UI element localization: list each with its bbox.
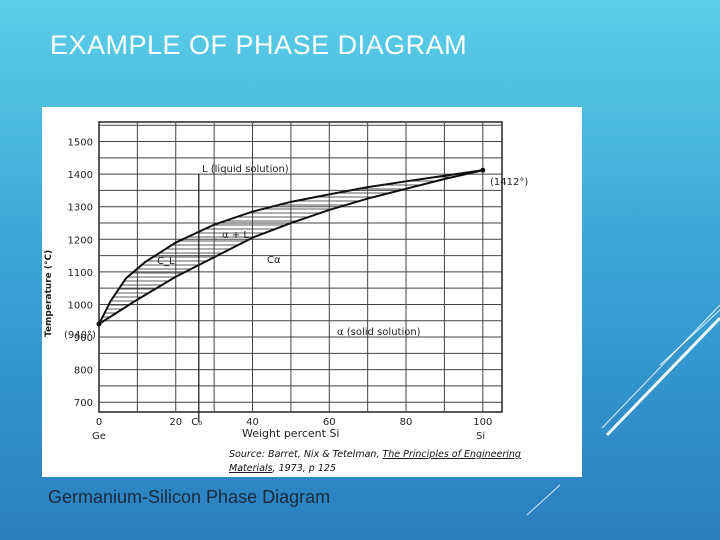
y-tick-label: 800	[74, 366, 93, 377]
x-tick-label: 100	[473, 417, 492, 428]
cl-label: C_L	[157, 256, 175, 267]
ge-melting-label: (940°)	[64, 330, 96, 341]
two-phase-region	[99, 170, 483, 325]
y-tick-label: 900	[74, 333, 93, 344]
x-end-ge: Ge	[92, 431, 106, 442]
y-tick-label: 1200	[68, 235, 93, 246]
c0-label: C₀	[191, 417, 202, 428]
plot-frame	[98, 121, 503, 413]
liquid-region-label: L (liquid solution)	[202, 164, 289, 175]
x-axis-label: Weight percent Si	[242, 427, 340, 440]
y-tick-label: 1400	[68, 170, 93, 181]
source-line-1: Source: Barret, Nix & Tetelman, The Prin…	[229, 449, 521, 460]
solidus-curve	[98, 169, 484, 325]
x-tick-label: 0	[96, 417, 102, 428]
liquidus-curve	[98, 169, 483, 325]
slide-title: EXAMPLE OF PHASE DIAGRAM	[50, 30, 468, 60]
calpha-label: Cα	[267, 255, 281, 266]
slide-caption: Germanium-Silicon Phase Diagram	[48, 487, 331, 507]
solid-region-label: α (solid solution)	[337, 327, 421, 338]
phase-diagram: 0 20 40 60 80 100 1500 1400 1300 1200 1100 1000 900 8…	[44, 121, 528, 474]
two-phase-region-label: α + L	[222, 230, 249, 241]
y-tick-label: 1000	[68, 300, 93, 311]
si-melting-label: (1412°)	[490, 177, 528, 188]
si-melting-point	[480, 167, 486, 173]
phase-diagram-figure: 0 20 40 60 80 100 1500 1400 1300 1200 1100 1000 900 8…	[42, 107, 582, 477]
ge-melting-point	[96, 321, 102, 327]
y-tick-label: 1300	[68, 203, 93, 214]
y-tick-label: 700	[74, 398, 93, 409]
y-tick-label: 1100	[68, 268, 93, 279]
x-tick-label: 80	[400, 417, 413, 428]
x-tick-label: 20	[169, 417, 182, 428]
source-line-2: Materials, 1973, p 125	[229, 463, 336, 474]
x-end-si: Si	[476, 431, 485, 442]
y-tick-label: 1500	[68, 138, 93, 149]
x-tick-label: 40	[246, 417, 259, 428]
x-tick-label: 60	[323, 417, 336, 428]
y-axis-label: Temperature (°C)	[44, 250, 54, 337]
